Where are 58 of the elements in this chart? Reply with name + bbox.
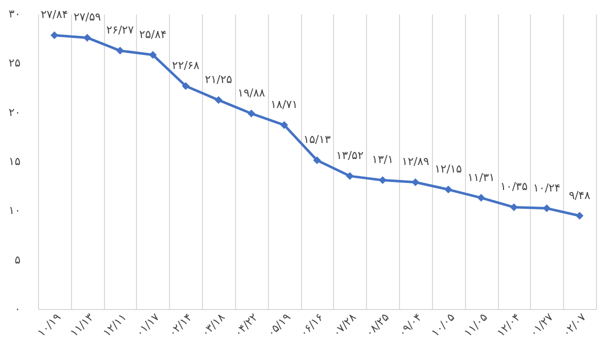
y-tick-label: ۱۰ xyxy=(8,204,20,218)
point xyxy=(214,96,222,104)
point xyxy=(182,82,190,90)
point xyxy=(576,212,584,220)
data-label: ۲۵/۸۴ xyxy=(139,28,167,41)
point xyxy=(149,51,157,59)
point xyxy=(50,31,58,40)
x-tick-label: ۰۸/۲۵ xyxy=(363,310,392,340)
x-tick-label: ۰۱/۲۷ xyxy=(527,310,556,340)
data-label: ۲۲/۶۸ xyxy=(172,58,200,72)
point xyxy=(444,186,452,194)
x-tick-label: ۱۱/۰۵ xyxy=(462,310,490,340)
data-label: ۲۷/۵۹ xyxy=(74,10,101,24)
point xyxy=(346,172,354,180)
y-tick-label: ۵ xyxy=(14,253,21,266)
x-tick-label: ۰۳/۱۸ xyxy=(198,310,228,340)
x-tick-label: ۰۲/۱۴ xyxy=(166,310,195,340)
point xyxy=(247,110,256,118)
y-tick-label: ۳۰ xyxy=(8,8,20,20)
x-tick-label: ۰۹/۰۴ xyxy=(396,310,425,340)
x-tick-label: ۱۱/۱۳ xyxy=(68,310,96,340)
data-label: ۱۳/۱ xyxy=(372,153,394,166)
x-tick-label: ۱۲/۱۱ xyxy=(100,310,130,340)
x-tick-label: ۱۰/۰۵ xyxy=(428,310,458,340)
data-label: ۱۱/۳۱ xyxy=(467,170,495,184)
data-label: ۱۰/۳۵ xyxy=(500,180,528,194)
y-tick-label: ۰ xyxy=(14,302,20,316)
x-tick-label: ۰۲/۰۷ xyxy=(560,310,589,340)
point xyxy=(116,46,124,55)
data-label: ۲۷/۸۴ xyxy=(40,8,68,22)
point xyxy=(542,204,551,212)
data-label: ۱۵/۱۳ xyxy=(303,133,331,146)
data-label: ۱۲/۱۵ xyxy=(434,162,462,176)
x-tick-label: ۱۲/۰۴ xyxy=(494,310,523,340)
point xyxy=(510,203,518,212)
x-tick-label: ۰۴/۲۲ xyxy=(232,310,260,340)
y-tick-label: ۱۵ xyxy=(8,155,21,168)
data-label: ۹/۴۸ xyxy=(568,188,590,202)
data-label: ۱۲/۸۹ xyxy=(402,155,430,168)
data-label: ۱۰/۲۴ xyxy=(533,181,561,194)
x-tick-label: ۰۷/۲۸ xyxy=(330,310,359,340)
x-tick-label: ۱۰/۱۹ xyxy=(34,310,64,340)
x-tick-label: ۰۵/۱۹ xyxy=(264,310,294,340)
point xyxy=(378,176,387,184)
data-label: ۱۹/۸۸ xyxy=(238,86,266,100)
point xyxy=(83,34,92,42)
point xyxy=(477,194,485,202)
point xyxy=(280,121,288,129)
y-tick-label: ۲۰ xyxy=(8,106,20,119)
point xyxy=(313,156,321,164)
data-label: ۱۳/۵۲ xyxy=(336,149,364,162)
x-tick-label: ۰۱/۱۷ xyxy=(133,310,162,340)
data-label: ۱۸/۷۱ xyxy=(270,98,298,112)
point xyxy=(412,178,420,186)
y-tick-label: ۲۵ xyxy=(8,56,21,70)
data-label: ۲۶/۲۷ xyxy=(106,24,134,37)
x-tick-label: ۰۶/۱۶ xyxy=(297,310,326,340)
data-label: ۲۱/۲۵ xyxy=(204,73,232,86)
